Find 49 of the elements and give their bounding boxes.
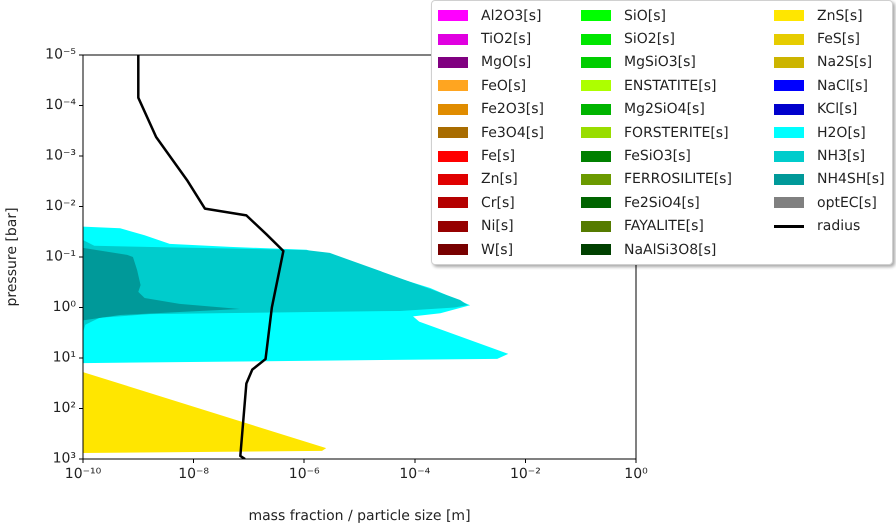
legend-label: Fe3O4[s]: [481, 124, 544, 141]
x-tick-label: 10⁰: [624, 466, 648, 482]
x-tick-label: 10⁻¹⁰: [64, 466, 102, 482]
legend-label: FERROSILITE[s]: [624, 171, 732, 188]
legend-label: Fe[s]: [481, 148, 516, 164]
y-tick-label: 10³: [52, 450, 76, 467]
legend-label: Cr[s]: [481, 194, 515, 211]
legend-label: W[s]: [481, 242, 514, 258]
legend-label: FeS[s]: [817, 31, 860, 48]
y-tick-label: 10⁻²: [45, 198, 76, 214]
legend-label: MgO[s]: [481, 54, 532, 70]
x-axis-title: mass fraction / particle size [m]: [248, 508, 471, 524]
legend-label: TiO2[s]: [481, 31, 532, 48]
y-tick-label: 10⁻³: [45, 148, 76, 164]
legend-label: Fe2O3[s]: [481, 101, 544, 118]
legend-label: Zn[s]: [481, 171, 518, 188]
legend-label: NH4SH[s]: [817, 171, 885, 188]
legend-label: FeO[s]: [481, 78, 526, 94]
legend-label: MgSiO3[s]: [624, 54, 696, 70]
y-tick-label: 10⁻⁴: [45, 97, 76, 114]
legend-label: ZnS[s]: [817, 8, 863, 24]
legend-label: KCl[s]: [817, 101, 858, 118]
legend-label: FeSiO3[s]: [624, 148, 691, 164]
legend-label: NaCl[s]: [817, 78, 868, 94]
legend-label: Fe2SiO4[s]: [624, 194, 700, 211]
x-tick-label: 10⁻⁴: [399, 466, 431, 482]
legend-label: ENSTATITE[s]: [624, 78, 716, 94]
legend-label: NH3[s]: [817, 148, 866, 164]
legend-label: H2O[s]: [817, 124, 866, 141]
y-tick-label: 10⁰: [52, 299, 76, 316]
legend-label: radius: [817, 218, 860, 234]
y-tick-label: 10¹: [52, 350, 76, 366]
x-tick-label: 10⁻²: [510, 466, 541, 482]
legend-label: SiO2[s]: [624, 31, 675, 48]
legend-label: Ni[s]: [481, 218, 514, 234]
legend-label: FORSTERITE[s]: [624, 124, 729, 141]
y-tick-label: 10⁻⁵: [45, 46, 76, 63]
legend-label: Na2S[s]: [817, 54, 872, 70]
y-tick-label: 10⁻¹: [45, 248, 76, 265]
legend-label: NaAlSi3O8[s]: [624, 242, 716, 258]
legend-label: SiO[s]: [624, 8, 666, 24]
legend-label: FAYALITE[s]: [624, 218, 704, 234]
y-axis-title: pressure [bar]: [4, 207, 20, 307]
x-tick-label: 10⁻⁶: [288, 466, 320, 482]
y-tick-label: 10²: [52, 400, 76, 416]
legend-label: Mg2SiO4[s]: [624, 101, 705, 118]
legend-label: Al2O3[s]: [481, 8, 542, 24]
x-tick-label: 10⁻⁸: [178, 466, 210, 482]
legend-label: optEC[s]: [817, 194, 877, 211]
